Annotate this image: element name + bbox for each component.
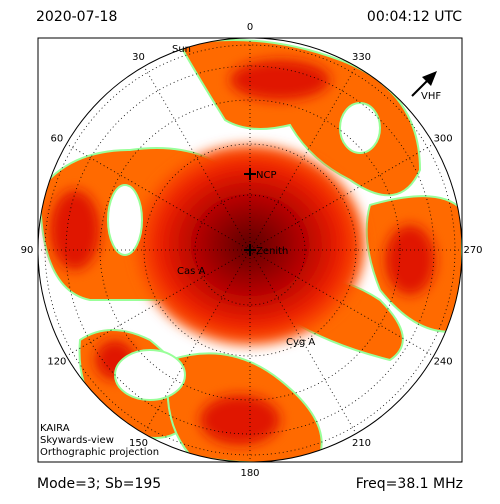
source-label: NCP: [256, 170, 277, 181]
info-line: Skywards-view: [40, 435, 114, 446]
azimuth-label: 210: [352, 438, 371, 449]
arrow-head: [422, 71, 437, 86]
info-line: KAIRA: [40, 423, 70, 434]
azimuth-label: 30: [132, 52, 145, 63]
azimuth-label: 150: [129, 438, 148, 449]
azimuth-label: 90: [21, 245, 34, 256]
azimuth-label: 330: [352, 52, 371, 63]
info: KAIRA Skywards-view Orthographic project…: [40, 423, 159, 458]
azimuth-line: [249, 66, 357, 251]
azimuth-grid: [38, 38, 462, 462]
info-line: Orthographic projection: [40, 447, 159, 458]
azimuth-label: 300: [434, 134, 453, 145]
ncp-marker: [244, 168, 256, 180]
azimuth-line: [143, 66, 251, 251]
azimuth-label: 180: [240, 468, 259, 479]
horizon: [37, 37, 463, 463]
azimuth-label: 0: [247, 22, 253, 33]
freq: Freq=38.1 MHz: [356, 476, 463, 492]
azimuth-label: 270: [463, 245, 482, 256]
azimuth-line: [143, 249, 251, 434]
azimuth-line: [249, 143, 434, 251]
sources: NCP Zenith Cas A Cyg A Sun: [172, 44, 315, 348]
azimuth-line: [66, 249, 251, 357]
azimuth-label: 240: [434, 357, 453, 368]
source-label: Cas A: [177, 266, 205, 277]
arrow-label: VHF: [421, 91, 441, 102]
azimuth-line: [249, 249, 357, 434]
azimuth-line: [249, 249, 434, 357]
source-label: Sun: [172, 44, 191, 55]
azimuth-label: 120: [47, 357, 66, 368]
date: 2020-07-18: [36, 9, 117, 25]
azimuth-labels: 0 30 60 90 120 150 180 210 240 270 300 330: [21, 22, 483, 479]
azimuth-line: [66, 143, 251, 251]
mode: Mode=3; Sb=195: [37, 476, 161, 492]
azimuth-label: 60: [51, 134, 64, 145]
source-label: Cyg A: [286, 337, 315, 348]
time: 00:04:12 UTC: [367, 9, 462, 25]
zenith-marker: [244, 244, 256, 256]
source-label: Zenith: [256, 246, 288, 257]
